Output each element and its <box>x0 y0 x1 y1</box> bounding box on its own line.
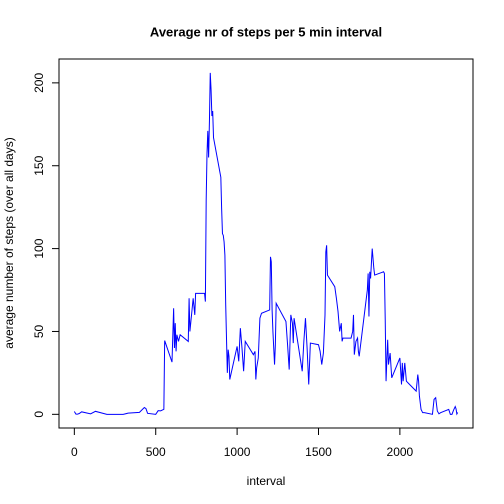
y-tick-label: 200 <box>32 73 46 93</box>
y-tick-label: 50 <box>32 324 46 338</box>
x-tick-label: 1000 <box>224 445 251 459</box>
x-tick-label: 0 <box>71 445 78 459</box>
x-tick-label: 500 <box>146 445 166 459</box>
y-tick-label: 150 <box>32 155 46 175</box>
x-tick-label: 1500 <box>305 445 332 459</box>
x-axis-label: interval <box>247 474 286 488</box>
line-series <box>73 72 459 416</box>
chart-title: Average nr of steps per 5 min interval <box>150 24 382 39</box>
y-tick-label: 100 <box>32 238 46 258</box>
y-axis-label: average number of steps (over all days) <box>2 137 16 348</box>
x-tick-label: 2000 <box>387 445 414 459</box>
y-tick-label: 0 <box>32 411 46 418</box>
plot-box <box>58 58 474 429</box>
